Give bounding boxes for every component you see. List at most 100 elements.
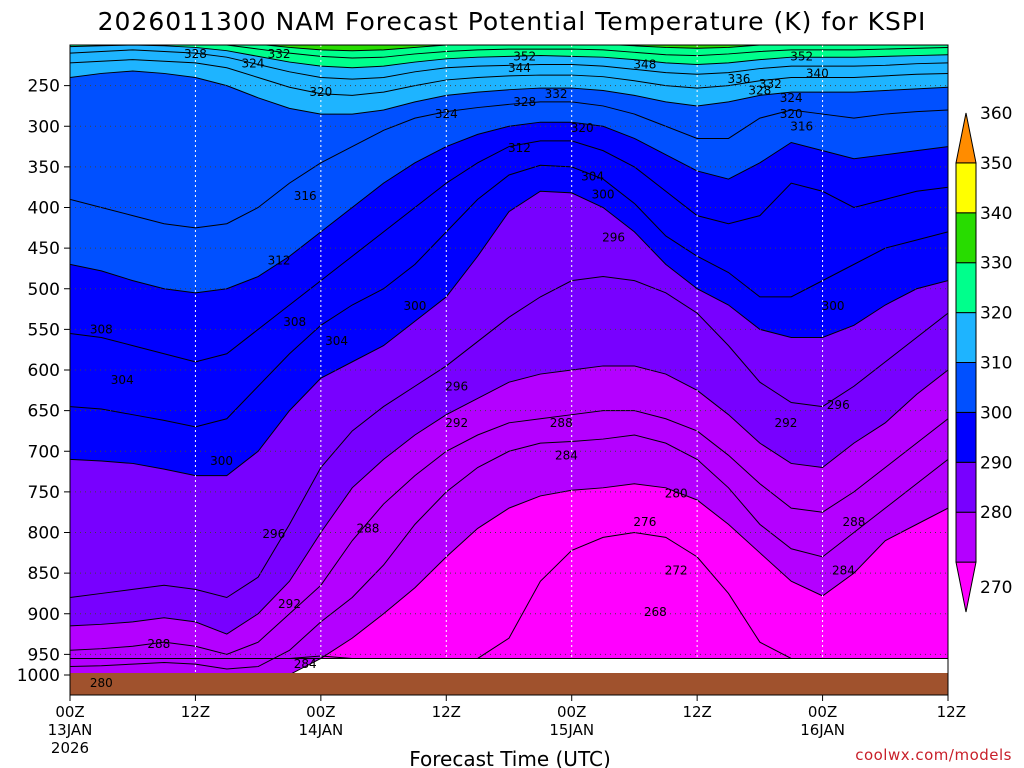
contour-label-288: 288	[842, 515, 865, 529]
contour-label-324: 324	[241, 57, 264, 71]
contour-label-272: 272	[665, 564, 688, 578]
y-tick-label-400: 400	[28, 199, 60, 219]
contour-label-308: 308	[90, 322, 113, 336]
contour-label-352: 352	[790, 49, 813, 63]
contour-label-332: 332	[545, 87, 568, 101]
contour-label-292: 292	[445, 416, 468, 430]
colorbar-label-360: 360	[980, 104, 1012, 124]
contour-label-288: 288	[147, 637, 170, 651]
contour-label-288: 288	[550, 416, 573, 430]
contour-label-296: 296	[827, 398, 850, 412]
x-tick-label-72-1: 00Z	[808, 703, 837, 721]
x-tick-label-48-2: 15JAN	[549, 721, 594, 739]
theta-band-296	[70, 191, 948, 598]
contour-label-300: 300	[403, 299, 426, 313]
contour-label-344: 344	[508, 61, 531, 75]
isentrope-lines	[70, 45, 948, 688]
colorbar-label-270: 270	[980, 578, 1012, 598]
theta-band-300	[70, 165, 948, 476]
contour-label-300: 300	[210, 454, 233, 468]
isentrope-288	[70, 410, 948, 655]
colorbar-label-280: 280	[980, 503, 1012, 523]
contour-label-332: 332	[268, 47, 291, 61]
y-tick-label-850: 850	[28, 564, 60, 584]
isentrope-328	[70, 49, 948, 80]
colorbar-swatch-290	[955, 461, 977, 513]
contour-label-280: 280	[90, 676, 113, 690]
isentrope-312	[70, 121, 948, 294]
theta-band-320	[70, 59, 948, 115]
isentrope-276	[70, 531, 948, 659]
y-tick-label-900: 900	[28, 605, 60, 625]
y-tick-label-450: 450	[28, 239, 60, 259]
theta-band-280	[70, 435, 948, 687]
grid-lines	[70, 45, 948, 695]
x-tick-label-72-2: 16JAN	[800, 721, 845, 739]
theta-band-328	[70, 45, 948, 80]
theta-band-288	[70, 365, 948, 655]
contour-label-312: 312	[268, 253, 291, 267]
contour-label-340: 340	[806, 66, 829, 80]
colorbar-label-320: 320	[980, 304, 1012, 324]
colorbar-label-310: 310	[980, 354, 1012, 374]
contour-label-308: 308	[283, 315, 306, 329]
contour-label-336: 336	[727, 72, 750, 86]
x-tick-label-24-2: 14JAN	[298, 721, 343, 739]
y-tick-label-950: 950	[28, 645, 60, 665]
x-tick-label-12-1: 12Z	[181, 703, 210, 721]
contour-label-280: 280	[665, 487, 688, 501]
contour-label-304: 304	[325, 334, 348, 348]
x-tick-label-48-1: 00Z	[557, 703, 586, 721]
y-tick-label-750: 750	[28, 483, 60, 503]
colorbar-label-290: 290	[980, 453, 1012, 473]
x-tick-label-60-1: 12Z	[682, 703, 711, 721]
contour-label-268: 268	[644, 605, 667, 619]
colorbar-swatch-340	[955, 212, 977, 264]
ground-layer	[70, 673, 948, 695]
y-tick-label-700: 700	[28, 442, 60, 462]
contour-label-324: 324	[780, 91, 803, 105]
y-tick-label-600: 600	[28, 361, 60, 381]
y-tick-label-350: 350	[28, 158, 60, 178]
contour-label-296: 296	[262, 527, 285, 541]
isentrope-320	[70, 70, 948, 115]
contour-label-284: 284	[555, 448, 578, 462]
y-tick-label-500: 500	[28, 280, 60, 300]
y-tick-label-550: 550	[28, 320, 60, 340]
credit-text: coolwx.com/models	[855, 746, 1012, 764]
contour-label-320: 320	[571, 121, 594, 135]
colorbar-swatch-280	[955, 511, 977, 563]
x-tick-label-0-3: 2026	[51, 739, 89, 757]
contour-label-316: 316	[790, 119, 813, 133]
ground-fill	[70, 673, 948, 695]
contour-label-288: 288	[356, 521, 379, 535]
theta-band-276	[70, 483, 948, 687]
colorbar-swatch-320	[955, 312, 977, 364]
theta-band-324	[70, 49, 948, 96]
colorbar-swatch-310	[955, 362, 977, 413]
colorbar-swatch-350	[955, 162, 977, 214]
theta-band-312	[70, 101, 948, 293]
theta-fill-bands	[70, 45, 948, 687]
x-tick-label-84-1: 12Z	[937, 703, 966, 721]
contour-label-320: 320	[309, 85, 332, 99]
y-axis: 250 300 350 400 450 500 550 600 650 700 750 800 850 9…	[17, 77, 70, 686]
contour-label-304: 304	[111, 373, 134, 387]
isentrope-308	[70, 140, 948, 363]
y-tick-label-300: 300	[28, 117, 60, 137]
contour-label-348: 348	[633, 58, 656, 72]
theta-band-292	[70, 276, 948, 635]
theta-band-316	[70, 71, 948, 228]
y-tick-label-650: 650	[28, 402, 60, 422]
colorbar-swatch-300	[955, 411, 977, 463]
isentrope-296	[70, 276, 948, 599]
colorbar-swatch-330	[955, 262, 977, 314]
colorbar-label-340: 340	[980, 204, 1012, 224]
colorbar-label-350: 350	[980, 154, 1012, 174]
x-tick-label-0-2: 13JAN	[48, 721, 93, 739]
contour-label-352: 352	[513, 49, 536, 63]
isentrope-300	[70, 190, 948, 477]
isentrope-344	[332, 45, 372, 46]
contour-label-328: 328	[184, 47, 207, 61]
